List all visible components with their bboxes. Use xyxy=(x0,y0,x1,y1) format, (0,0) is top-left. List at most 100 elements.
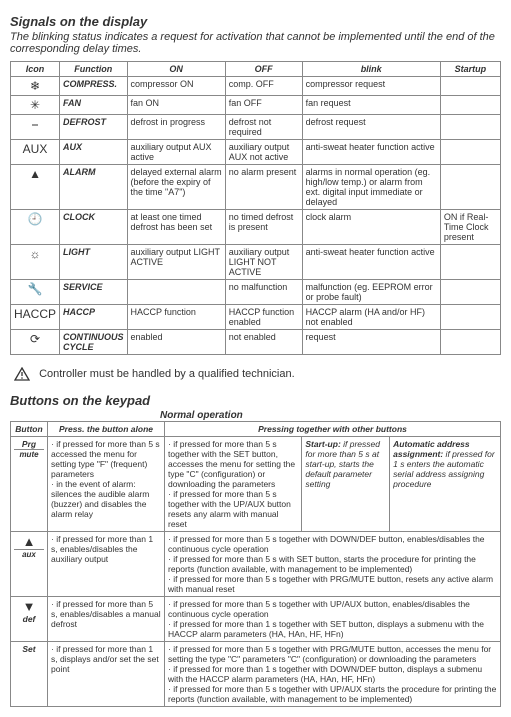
off-cell: no timed defrost is present xyxy=(225,210,302,245)
section-title-buttons: Buttons on the keypad xyxy=(10,393,501,408)
together-cell: · if pressed for more than 5 s together … xyxy=(165,597,501,642)
alone-cell: · if pressed for more than 5 s accessed … xyxy=(48,437,165,532)
table-row: Prgmute· if pressed for more than 5 s ac… xyxy=(11,437,501,532)
table-row: ❄COMPRESS.compressor ONcomp. OFFcompress… xyxy=(11,77,501,96)
func-cell: CONTINUOUS CYCLE xyxy=(60,330,128,355)
table-row: ▼def· if pressed for more than 5 s, enab… xyxy=(11,597,501,642)
startup-cell: Start-up: if pressed for more than 5 s a… xyxy=(302,437,390,532)
alone-cell: · if pressed for more than 1 s, enables/… xyxy=(48,532,165,597)
off-cell: no alarm present xyxy=(225,165,302,210)
th-together: Pressing together with other buttons xyxy=(165,422,501,437)
blink-cell: request xyxy=(302,330,440,355)
off-cell: not enabled xyxy=(225,330,302,355)
startup-cell xyxy=(440,330,500,355)
table-row: ▲aux· if pressed for more than 1 s, enab… xyxy=(11,532,501,597)
table-row: 🔧SERVICEno malfunctionmalfunction (eg. E… xyxy=(11,280,501,305)
func-cell: COMPRESS. xyxy=(60,77,128,96)
together-cell: · if pressed for more than 5 s together … xyxy=(165,437,302,532)
off-cell: fan OFF xyxy=(225,96,302,115)
icon-cell: 🕘 xyxy=(11,210,60,245)
off-cell: auxiliary output LIGHT NOT ACTIVE xyxy=(225,245,302,280)
table-row: ▲ALARMdelayed external alarm (before the… xyxy=(11,165,501,210)
th-on: ON xyxy=(127,62,225,77)
intro-text: The blinking status indicates a request … xyxy=(10,31,501,55)
off-cell: auxiliary output AUX not active xyxy=(225,140,302,165)
warning-note: Controller must be handled by a qualifie… xyxy=(14,367,501,381)
func-cell: ALARM xyxy=(60,165,128,210)
on-cell xyxy=(127,280,225,305)
th-alone: Press. the button alone xyxy=(48,422,165,437)
th-icon: Icon xyxy=(11,62,60,77)
func-cell: CLOCK xyxy=(60,210,128,245)
auto-addr-cell: Automatic address assignment: if pressed… xyxy=(390,437,501,532)
icon-cell: ❄ xyxy=(11,77,60,96)
startup-cell xyxy=(440,280,500,305)
blink-cell: anti-sweat heater function active xyxy=(302,140,440,165)
button-cell: Set xyxy=(11,642,48,707)
icon-cell: ⎯ xyxy=(11,115,60,140)
table-row: Set· if pressed for more than 1 s, displ… xyxy=(11,642,501,707)
button-cell: Prgmute xyxy=(11,437,48,532)
button-cell: ▲aux xyxy=(11,532,48,597)
func-cell: FAN xyxy=(60,96,128,115)
off-cell: comp. OFF xyxy=(225,77,302,96)
on-cell: compressor ON xyxy=(127,77,225,96)
blink-cell: alarms in normal operation (eg. high/low… xyxy=(302,165,440,210)
icon-cell: HACCP xyxy=(11,305,60,330)
blink-cell: fan request xyxy=(302,96,440,115)
icon-cell: ☼ xyxy=(11,245,60,280)
startup-cell xyxy=(440,245,500,280)
blink-cell: compressor request xyxy=(302,77,440,96)
th-button: Button xyxy=(11,422,48,437)
func-cell: LIGHT xyxy=(60,245,128,280)
startup-cell: ON if Real-Time Clock present xyxy=(440,210,500,245)
blink-cell: clock alarm xyxy=(302,210,440,245)
warning-icon xyxy=(14,367,30,381)
button-cell: ▼def xyxy=(11,597,48,642)
together-cell: · if pressed for more than 5 s together … xyxy=(165,532,501,597)
section-title-signals: Signals on the display xyxy=(10,14,501,29)
on-cell: fan ON xyxy=(127,96,225,115)
on-cell: delayed external alarm (before the expir… xyxy=(127,165,225,210)
startup-cell xyxy=(440,165,500,210)
table-row: 🕘CLOCKat least one timed defrost has bee… xyxy=(11,210,501,245)
table-row: AUXAUXauxiliary output AUX activeauxilia… xyxy=(11,140,501,165)
startup-cell xyxy=(440,96,500,115)
startup-cell xyxy=(440,115,500,140)
icon-cell: ▲ xyxy=(11,165,60,210)
blink-cell: anti-sweat heater function active xyxy=(302,245,440,280)
table-row: ⟳CONTINUOUS CYCLEenablednot enabledreque… xyxy=(11,330,501,355)
startup-cell xyxy=(440,305,500,330)
func-cell: AUX xyxy=(60,140,128,165)
startup-cell xyxy=(440,140,500,165)
blink-cell: HACCP alarm (HA and/or HF) not enabled xyxy=(302,305,440,330)
icon-cell: ⟳ xyxy=(11,330,60,355)
signals-table: Icon Function ON OFF blink Startup ❄COMP… xyxy=(10,61,501,355)
table-row: ☼LIGHTauxiliary output LIGHT ACTIVEauxil… xyxy=(11,245,501,280)
table-row: ✳FANfan ONfan OFFfan request xyxy=(11,96,501,115)
subtitle-normal-op: Normal operation xyxy=(160,410,501,421)
func-cell: DEFROST xyxy=(60,115,128,140)
on-cell: auxiliary output LIGHT ACTIVE xyxy=(127,245,225,280)
icon-cell: 🔧 xyxy=(11,280,60,305)
func-cell: HACCP xyxy=(60,305,128,330)
on-cell: HACCP function xyxy=(127,305,225,330)
together-cell: · if pressed for more than 5 s together … xyxy=(165,642,501,707)
on-cell: auxiliary output AUX active xyxy=(127,140,225,165)
blink-cell: malfunction (eg. EEPROM error or probe f… xyxy=(302,280,440,305)
icon-cell: AUX xyxy=(11,140,60,165)
th-startup: Startup xyxy=(440,62,500,77)
startup-cell xyxy=(440,77,500,96)
buttons-table: Button Press. the button alone Pressing … xyxy=(10,421,501,707)
on-cell: enabled xyxy=(127,330,225,355)
off-cell: HACCP function enabled xyxy=(225,305,302,330)
alone-cell: · if pressed for more than 5 s, enables/… xyxy=(48,597,165,642)
off-cell: defrost not required xyxy=(225,115,302,140)
blink-cell: defrost request xyxy=(302,115,440,140)
table-row: ⎯DEFROSTdefrost in progressdefrost not r… xyxy=(11,115,501,140)
th-off: OFF xyxy=(225,62,302,77)
table-row: HACCPHACCPHACCP functionHACCP function e… xyxy=(11,305,501,330)
alone-cell: · if pressed for more than 1 s, displays… xyxy=(48,642,165,707)
icon-cell: ✳ xyxy=(11,96,60,115)
on-cell: at least one timed defrost has been set xyxy=(127,210,225,245)
